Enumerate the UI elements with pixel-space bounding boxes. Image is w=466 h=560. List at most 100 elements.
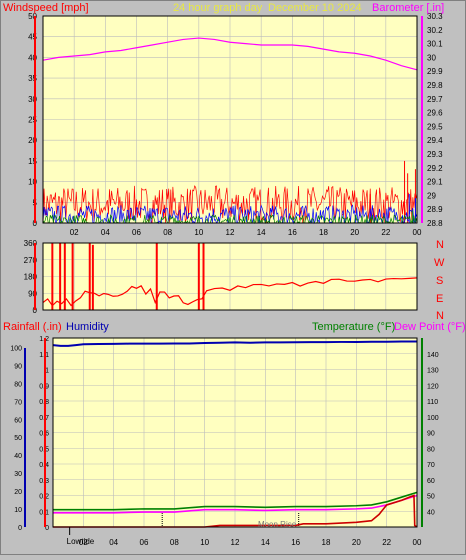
barometer-tick-label: 29.4 (427, 136, 443, 145)
dew-point-line (53, 494, 418, 514)
temperature-tick-label: 110 (427, 399, 438, 406)
windspeed-tick-label: 45 (28, 33, 37, 42)
wind-baro-series (42, 37, 418, 225)
humidity-tick-label: 50 (14, 435, 22, 442)
compass-label-n-bottom: N (436, 310, 444, 322)
windspeed-tick-label: 30 (28, 95, 37, 104)
barometer-tick-label: 29.9 (427, 67, 443, 76)
humidity-tick-label: 80 (14, 381, 22, 388)
hour-tick-label: 14 (261, 538, 270, 547)
hour-tick-label: 10 (194, 228, 203, 237)
hour-tick-label: 06 (132, 228, 141, 237)
hour-tick-label: 06 (140, 538, 149, 547)
temperature-axis-label: Temperature (°F) (312, 321, 395, 333)
windspeed-tick-label: 25 (28, 116, 37, 125)
hour-tick-label: 18 (322, 538, 331, 547)
direction-tick-label: 0 (33, 306, 38, 315)
compass-label-s: S (436, 275, 443, 287)
hour-tick-label: 04 (109, 538, 118, 547)
wind-baro-grid (43, 15, 418, 224)
hour-tick-label: 00 (413, 228, 422, 237)
hour-tick-label: 16 (288, 228, 297, 237)
humidity-tick-label: 30 (14, 471, 22, 478)
direction-tick-label: 360 (24, 239, 38, 248)
temperature-tick-label: 60 (427, 478, 435, 485)
direction-tick-label: 90 (28, 289, 37, 298)
windspeed-tick-label: 0 (33, 219, 38, 228)
hour-tick-label: 16 (291, 538, 300, 547)
dewpoint-axis-label: Dew Point (°F) (394, 321, 466, 333)
direction-tick-label: 270 (24, 256, 38, 265)
panel-frame (42, 242, 418, 311)
chart-title: 24 hour graph day (173, 2, 263, 14)
hour-tick-label: 08 (163, 228, 172, 237)
windspeed-tick-label: 50 (28, 12, 37, 21)
humidity-line (52, 340, 417, 347)
humidity-tick-label: 60 (14, 417, 22, 424)
barometer-axis-label: Barometer [.in] (372, 2, 444, 14)
temperature-tick-label: 120 (427, 383, 439, 390)
compass-label-n-top: N (436, 239, 444, 251)
rainfall-tick-label: 0 (45, 525, 49, 532)
temperature-tick-label: 40 (427, 509, 435, 516)
hour-tick-label: 00 (413, 538, 422, 547)
humidity-tick-label: 0 (18, 525, 22, 532)
hour-tick-label: 12 (226, 228, 235, 237)
hour-tick-label: 12 (231, 538, 240, 547)
barometer-tick-label: 29.7 (427, 95, 443, 104)
humidity-axis-label: Humidity (66, 321, 109, 333)
hour-tick-label: 04 (101, 228, 110, 237)
windspeed-tick-label: 10 (28, 178, 37, 187)
hour-tick-label: 20 (352, 538, 361, 547)
hour-tick-label: 02 (79, 538, 88, 547)
hour-tick-label: 22 (382, 538, 391, 547)
wind-series-line (42, 204, 418, 225)
lowtide-annotation: Lowtide (67, 537, 95, 546)
hour-tick-label: 22 (381, 228, 390, 237)
temperature-tick-label: 80 (427, 446, 435, 453)
windspeed-axis-label: Windspeed [mph] (3, 2, 89, 14)
compass-label-e: E (436, 293, 443, 305)
direction-tick-label: 180 (24, 273, 38, 282)
barometer-tick-label: 30 (427, 53, 436, 62)
barometer-tick-label: 30.1 (427, 40, 443, 49)
humidity-tick-label: 20 (14, 489, 22, 496)
windspeed-tick-label: 35 (28, 74, 37, 83)
temperature-tick-label: 50 (427, 494, 435, 501)
wind-direction-series (42, 243, 418, 310)
hour-tick-label: 10 (200, 538, 209, 547)
barometer-tick-label: 29.6 (427, 109, 443, 118)
temperature-tick-label: 140 (427, 352, 439, 359)
windspeed-tick-label: 20 (28, 136, 37, 145)
barometer-tick-label: 28.8 (427, 219, 443, 228)
wind-direction-line (42, 277, 418, 307)
hour-tick-label: 14 (257, 228, 266, 237)
barometer-tick-label: 30.3 (427, 12, 443, 21)
temperature-tick-label: 70 (427, 462, 435, 469)
panel-frame (42, 15, 418, 224)
windspeed-tick-label: 15 (28, 157, 37, 166)
barometer-tick-label: 29.5 (427, 122, 443, 131)
temperature-tick-label: 90 (427, 431, 435, 438)
hour-tick-label: 20 (350, 228, 359, 237)
barometer-tick-label: 28.9 (427, 205, 443, 214)
hour-tick-label: 18 (319, 228, 328, 237)
temperature-tick-label: 100 (427, 415, 439, 422)
barometer-tick-label: 29.1 (427, 178, 443, 187)
windspeed-tick-label: 40 (28, 53, 37, 62)
humidity-tick-label: 40 (14, 453, 22, 460)
barometer-tick-label: 29.3 (427, 150, 443, 159)
panel-frame (52, 337, 418, 528)
chart-date: December 10 2024 (268, 2, 362, 14)
barometer-line (42, 37, 418, 71)
barometer-tick-label: 30.2 (427, 26, 443, 35)
humidity-tick-label: 70 (14, 399, 22, 406)
barometer-tick-label: 29.2 (427, 164, 443, 173)
rainfall-tick-label: 1 (45, 368, 49, 375)
humidity-tick-label: 100 (10, 345, 22, 352)
rain-temp-series (52, 340, 418, 528)
barometer-tick-label: 29.8 (427, 81, 443, 90)
moonrise-annotation: Moon Rise (258, 520, 297, 529)
